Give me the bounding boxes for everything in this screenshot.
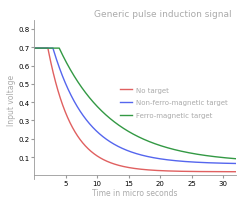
No target bbox=[33, 48, 35, 50]
Non-ferro-magnetic target bbox=[208, 162, 211, 164]
Non-ferro-magnetic target bbox=[68, 90, 70, 93]
Ferro-magnetic target bbox=[119, 125, 122, 128]
Ferro-magnetic target bbox=[234, 158, 237, 160]
Ferro-magnetic target bbox=[68, 67, 70, 69]
Line: Ferro-magnetic target: Ferro-magnetic target bbox=[34, 49, 236, 159]
Y-axis label: Input voltage: Input voltage bbox=[7, 75, 16, 125]
No target bbox=[119, 165, 122, 167]
Non-ferro-magnetic target bbox=[33, 48, 35, 50]
Non-ferro-magnetic target bbox=[56, 61, 59, 63]
Non-ferro-magnetic target bbox=[230, 162, 233, 165]
No target bbox=[234, 171, 237, 173]
Ferro-magnetic target bbox=[208, 155, 211, 158]
No target bbox=[110, 162, 113, 164]
X-axis label: Time in micro seconds: Time in micro seconds bbox=[92, 188, 178, 197]
Non-ferro-magnetic target bbox=[119, 146, 122, 149]
Text: Generic pulse induction signal: Generic pulse induction signal bbox=[94, 9, 232, 19]
Ferro-magnetic target bbox=[110, 119, 113, 121]
No target bbox=[56, 87, 59, 89]
No target bbox=[230, 171, 233, 173]
Line: No target: No target bbox=[34, 49, 236, 172]
Ferro-magnetic target bbox=[56, 48, 59, 50]
No target bbox=[68, 120, 70, 122]
No target bbox=[208, 171, 211, 173]
Ferro-magnetic target bbox=[33, 48, 35, 50]
Line: Non-ferro-magnetic target: Non-ferro-magnetic target bbox=[34, 49, 236, 164]
Non-ferro-magnetic target bbox=[110, 142, 113, 144]
Non-ferro-magnetic target bbox=[234, 163, 237, 165]
Legend: No target, Non-ferro-magnetic target, Ferro-magnetic target: No target, Non-ferro-magnetic target, Fe… bbox=[117, 84, 230, 122]
Ferro-magnetic target bbox=[230, 157, 233, 160]
